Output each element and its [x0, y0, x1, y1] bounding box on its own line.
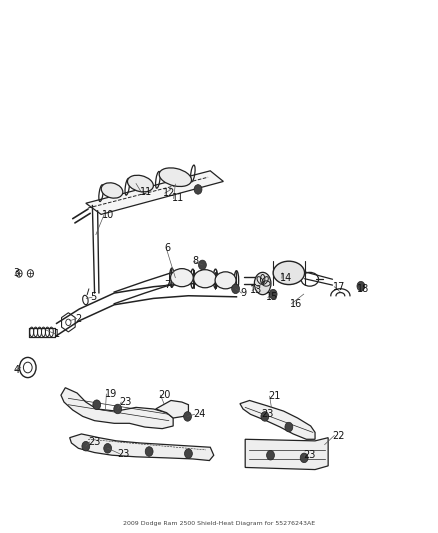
- Ellipse shape: [285, 422, 293, 432]
- Ellipse shape: [145, 447, 153, 456]
- Ellipse shape: [101, 183, 123, 198]
- Ellipse shape: [114, 404, 122, 414]
- Ellipse shape: [194, 184, 202, 194]
- Text: 7: 7: [164, 280, 171, 290]
- Ellipse shape: [254, 272, 271, 295]
- Polygon shape: [240, 400, 315, 439]
- Ellipse shape: [82, 441, 90, 451]
- Text: 20: 20: [159, 390, 171, 400]
- Text: 17: 17: [332, 282, 345, 292]
- Text: 23: 23: [88, 437, 100, 447]
- Text: 16: 16: [290, 298, 302, 309]
- Text: 19: 19: [105, 389, 117, 399]
- Text: 15: 15: [266, 292, 279, 302]
- Text: 14: 14: [280, 273, 293, 283]
- Ellipse shape: [159, 168, 191, 187]
- Ellipse shape: [232, 284, 240, 294]
- Text: 1: 1: [54, 329, 60, 339]
- Text: 6: 6: [164, 243, 170, 253]
- Text: 11: 11: [172, 193, 184, 204]
- Ellipse shape: [198, 260, 206, 270]
- Ellipse shape: [184, 411, 191, 421]
- Ellipse shape: [357, 281, 365, 291]
- Ellipse shape: [267, 450, 275, 460]
- Text: 22: 22: [332, 431, 345, 441]
- Text: 23: 23: [261, 409, 273, 419]
- Ellipse shape: [300, 453, 308, 463]
- Text: 12: 12: [163, 188, 176, 198]
- Polygon shape: [245, 438, 328, 470]
- Ellipse shape: [104, 443, 112, 453]
- Ellipse shape: [194, 270, 216, 288]
- Text: 3: 3: [14, 268, 20, 278]
- Polygon shape: [86, 171, 223, 214]
- Ellipse shape: [261, 411, 269, 421]
- Ellipse shape: [170, 269, 193, 287]
- Polygon shape: [155, 400, 188, 418]
- Text: 2009 Dodge Ram 2500 Shield-Heat Diagram for 55276243AE: 2009 Dodge Ram 2500 Shield-Heat Diagram …: [123, 521, 315, 526]
- Text: 21: 21: [268, 391, 280, 401]
- Text: 2: 2: [75, 313, 81, 324]
- Text: 8: 8: [192, 256, 198, 266]
- Text: 23: 23: [120, 397, 132, 407]
- Text: 24: 24: [193, 409, 205, 419]
- Text: 13: 13: [251, 286, 263, 295]
- Text: 10: 10: [102, 211, 114, 221]
- Ellipse shape: [273, 261, 304, 285]
- Polygon shape: [61, 387, 173, 429]
- Ellipse shape: [269, 289, 277, 299]
- Text: 23: 23: [303, 450, 315, 460]
- Polygon shape: [70, 434, 214, 461]
- Ellipse shape: [127, 175, 153, 192]
- Text: 4: 4: [14, 365, 20, 375]
- Ellipse shape: [184, 449, 192, 458]
- Text: 9: 9: [240, 288, 246, 298]
- Text: 23: 23: [118, 449, 130, 458]
- Text: 11: 11: [140, 187, 152, 197]
- Ellipse shape: [93, 400, 101, 409]
- Text: 18: 18: [357, 284, 369, 294]
- Text: 5: 5: [90, 292, 96, 302]
- Ellipse shape: [215, 272, 236, 289]
